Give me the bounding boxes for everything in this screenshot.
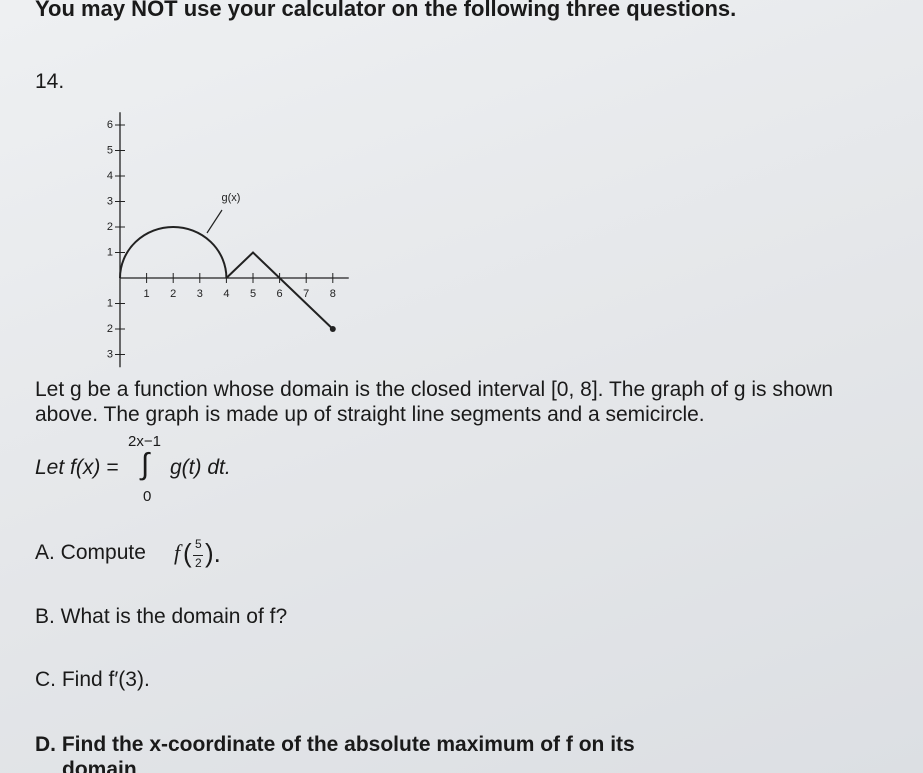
header: You may NOT use your calculator on the f… [35,0,737,21]
part-a-function: f [174,540,181,565]
paren: ( [183,538,192,568]
integral-sign: ∫ [141,448,150,481]
x-tick-label: 2 [170,288,176,300]
part-b: B. What is the domain of f? [35,605,288,628]
y-tick-label: 2 [107,323,113,335]
y-tick-label: 6 [107,119,113,131]
part-d: domain [62,758,137,773]
x-tick-label: 4 [223,288,229,300]
y-tick-label: 3 [107,195,113,207]
lower-limit: 0 [143,488,152,505]
y-tick-label: 5 [107,144,113,156]
upper-limit: 2x−1 [128,433,161,450]
x-tick-label: 6 [277,288,283,300]
label-pointer [206,209,223,234]
x-tick-label: 8 [330,288,336,300]
graph: g(x) 1 2 3 4 5 6 7 8 6 5 4 3 2 1 1 2 3 [107,112,349,368]
x-tick-label: 5 [250,288,256,300]
part-c: C. Find f′(3). [35,668,150,691]
part-d: D. Find the x-coordinate of the absolute… [35,733,635,756]
paren: ). [205,538,221,568]
integrand: g(t) dt. [170,456,231,479]
semicircle [119,226,228,279]
x-tick-label: 7 [303,288,309,300]
endpoint [329,326,336,332]
function-label: g(x) [222,192,241,204]
y-tick-label: 2 [107,221,113,233]
definition-lead: Let f(x) = [35,456,119,479]
intro-line: Let g be a function whose domain is the … [35,378,834,401]
x-tick-label: 1 [144,288,150,300]
y-tick-label: 4 [107,170,113,182]
denominator: 2 [195,556,202,570]
intro-line: above. The graph is made up of straight … [35,403,705,426]
fraction-bar [193,555,203,556]
question-number: 14. [35,70,65,93]
x-tick-label: 3 [197,288,203,300]
y-tick-label: 1 [107,246,113,258]
part-a: A. Compute [35,541,146,564]
y-tick-label: 3 [107,348,113,360]
y-tick-label: 1 [107,297,113,309]
line-segments [225,251,334,330]
numerator: 5 [195,537,202,551]
